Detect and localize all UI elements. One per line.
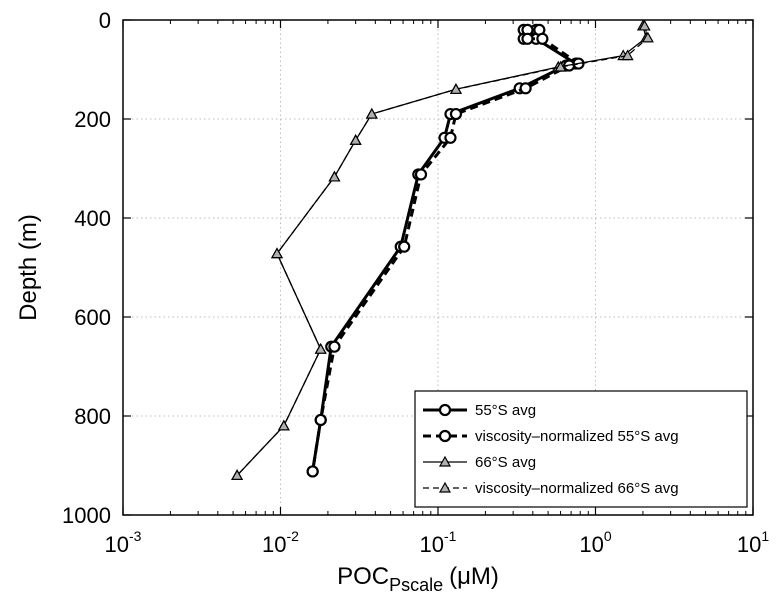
y-tick-label: 1000 [62, 503, 111, 528]
x-tick-label: 10-2 [262, 528, 299, 557]
x-tick-exponent: -1 [444, 528, 457, 544]
data-point [519, 82, 532, 95]
legend-item: 55°S avg [423, 402, 536, 419]
data-point [638, 19, 651, 31]
data-point [277, 419, 290, 431]
grid-lines [123, 20, 753, 515]
x-tick-exponent: -2 [287, 528, 300, 544]
data-point [621, 49, 634, 61]
x-tick-base: 10 [262, 532, 286, 557]
legend-box [414, 390, 748, 508]
data-point [449, 83, 462, 94]
legend-label: viscosity–normalized 66°S avg [475, 480, 679, 497]
x-tick-label: 10-1 [420, 528, 457, 557]
x-axis-title-unit: (μM) [449, 563, 499, 590]
legend-label: viscosity–normalized 55°S avg [475, 428, 679, 445]
legend-marker-sample [438, 481, 452, 493]
x-tick-exponent: 1 [761, 528, 769, 544]
data-point [328, 340, 341, 353]
legend-marker-sample [438, 429, 452, 443]
x-tick-base: 10 [579, 532, 603, 557]
x-tick-labels: 10-3 10-2 10-1 100 101 [105, 528, 770, 557]
series-line [236, 25, 649, 476]
data-point [521, 32, 534, 45]
axis-ticks [122, 19, 754, 516]
legend-item: viscosity–normalized 55°S avg [423, 428, 679, 445]
legend-item: viscosity–normalized 66°S avg [423, 480, 679, 497]
data-point [306, 465, 319, 478]
x-tick-exponent: 0 [604, 528, 612, 544]
data-point [398, 240, 411, 253]
x-tick-base: 10 [420, 532, 444, 557]
x-axis-title: POCPscale (μM) [337, 563, 499, 594]
y-tick-label: 800 [74, 404, 111, 429]
data-point [231, 469, 244, 480]
data-point [414, 168, 428, 181]
data-point [536, 32, 549, 45]
x-axis-title-sub: Pscale [389, 575, 443, 594]
data-point [314, 413, 327, 427]
x-tick-exponent: -3 [129, 528, 142, 544]
data-point [314, 342, 327, 354]
data-point [328, 170, 341, 182]
x-tick-base: 10 [105, 532, 129, 557]
y-tick-label: 400 [74, 206, 111, 231]
x-tick-label: 100 [579, 528, 611, 557]
x-tick-label: 10-3 [105, 528, 142, 557]
y-tick-label: 0 [99, 8, 111, 33]
legend-marker-sample [438, 455, 452, 467]
y-tick-label: 200 [74, 107, 111, 132]
legend-item: 66°S avg [423, 454, 536, 471]
data-point [641, 31, 654, 43]
legend-label: 66°S avg [475, 454, 536, 471]
y-tick-label: 600 [74, 305, 111, 330]
data-point [444, 131, 457, 144]
data-point [449, 107, 463, 121]
x-axis-title-main: POC [337, 563, 389, 590]
series-4 [231, 19, 654, 480]
data-point [365, 107, 378, 119]
data-point [349, 134, 362, 145]
data-point [554, 60, 567, 72]
data-series [231, 19, 654, 480]
y-axis-title: Depth (m) [15, 214, 42, 321]
legend-marker-sample [438, 403, 452, 417]
data-point [270, 247, 284, 259]
y-tick-labels: 0 200 400 600 800 1000 [62, 8, 111, 528]
x-tick-label: 101 [737, 528, 769, 557]
legend-label: 55°S avg [475, 402, 536, 419]
legend: 55°S avg viscosity–normalized 55°S avg 66°… [414, 390, 748, 508]
series-2 [306, 23, 585, 478]
x-tick-base: 10 [737, 532, 761, 557]
